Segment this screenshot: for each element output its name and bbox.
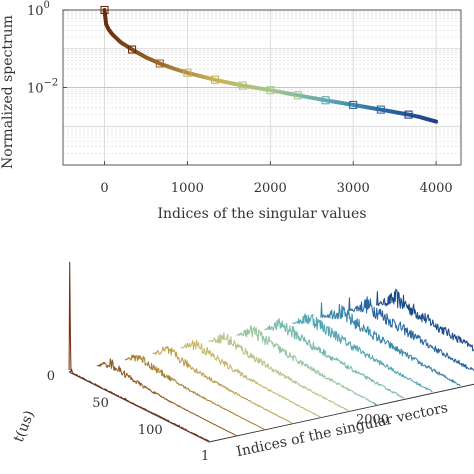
waterfall-tick-labels: 050100120004000 — [47, 369, 389, 464]
singular-vector-trace — [124, 354, 266, 431]
x-tick-label: 0 — [100, 181, 108, 196]
t-tick-label: 50 — [92, 396, 109, 411]
spectrum-marker — [266, 86, 275, 95]
singular-vector-trace — [208, 332, 349, 411]
singular-vector-trace — [180, 339, 321, 418]
spectrum-markers — [100, 5, 413, 119]
spectrum-marker — [155, 59, 164, 68]
y-tick-label: 100 — [27, 0, 50, 19]
x-tick-label: 3000 — [337, 181, 370, 196]
singular-vector-trace — [264, 318, 405, 399]
spectrum-marker — [321, 96, 330, 105]
waterfall-x-axis-label: Indices of the singular vectors — [235, 400, 449, 461]
waterfall-panel: 050100120004000 Indices of the singular … — [11, 261, 474, 464]
spectrum-y-tick-labels: 100 10−2 — [27, 0, 58, 97]
singular-vector-trace — [375, 288, 474, 352]
singular-vector-trace — [292, 313, 433, 393]
spectrum-marker — [183, 68, 192, 77]
x-tick-label: 2000 — [254, 181, 287, 196]
waterfall-axes — [68, 370, 474, 443]
spectrum-curve — [102, 8, 439, 124]
spectrum-marker — [210, 75, 220, 84]
singular-vector-trace — [68, 261, 210, 442]
x-tick-label: 1000 — [171, 181, 204, 196]
singular-vector-trace — [320, 302, 461, 387]
index-tick-label: 2000 — [356, 413, 389, 428]
spectrum-marker — [404, 110, 413, 119]
spectrum-ticks — [63, 9, 437, 165]
waterfall-t-axis-label: t(us) — [11, 408, 38, 444]
spectrum-marker — [238, 81, 247, 90]
singular-vector-trace — [236, 324, 377, 406]
index-tick-label: 1 — [201, 449, 209, 464]
spectrum-marker — [349, 100, 358, 109]
spectrum-x-axis-label: Indices of the singular values — [157, 206, 366, 222]
t-tick-label: 100 — [138, 423, 163, 438]
singular-vector-trace — [96, 358, 238, 437]
spectrum-x-tick-labels: 0 1000 2000 3000 4000 — [100, 181, 452, 196]
y-tick-label: 10−2 — [27, 78, 58, 97]
spectrum-marker — [100, 5, 109, 15]
spectrum-y-axis-label: Normalized spectrum — [0, 15, 16, 169]
x-tick-label: 4000 — [420, 181, 453, 196]
t-tick-label: 0 — [47, 369, 55, 384]
singular-vector-trace — [347, 296, 474, 372]
spectrum-marker — [376, 105, 385, 114]
spectrum-marker — [293, 91, 302, 100]
spectrum-marker — [128, 45, 137, 54]
spectrum-panel: 0 1000 2000 3000 4000 100 10−2 Indices of the… — [0, 0, 462, 222]
singular-vector-trace — [152, 346, 293, 425]
waterfall-traces — [68, 261, 474, 442]
